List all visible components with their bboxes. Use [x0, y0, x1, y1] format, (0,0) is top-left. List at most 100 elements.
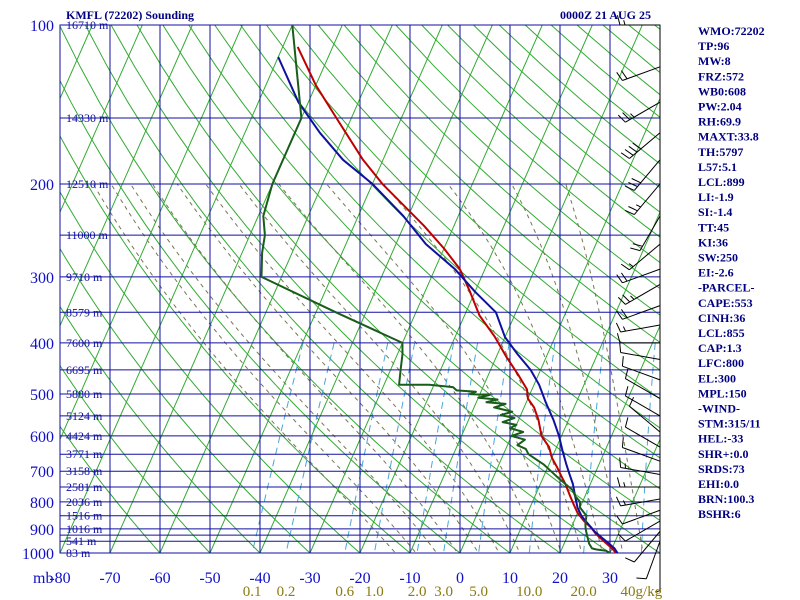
wind-barb-flag	[620, 263, 630, 271]
index-value: TP:96	[698, 39, 729, 53]
dry-adiabat	[60, 79, 461, 553]
wind-barb-flag	[616, 310, 623, 320]
height-label: 16710 m	[66, 18, 109, 32]
height-label: 6695 m	[66, 363, 103, 377]
height-label: 541 m	[66, 534, 97, 548]
height-label: 1516 m	[66, 509, 103, 523]
moist-adiabat	[92, 183, 397, 553]
index-value: EHI:0.0	[698, 477, 739, 491]
index-value: CINH:36	[698, 311, 745, 325]
wind-barb-half	[623, 20, 626, 26]
dry-adiabat	[343, 25, 660, 316]
wind-barb	[622, 66, 661, 81]
wind-barb	[629, 243, 661, 271]
moist-adiabat	[278, 183, 542, 553]
dry-adiabat	[214, 25, 660, 459]
dry-adiabat	[60, 364, 211, 553]
height-label: 14330 m	[66, 111, 109, 125]
parcel-trace	[277, 56, 619, 553]
wind-barb-half	[635, 204, 641, 208]
y-tick-label: 400	[30, 336, 54, 353]
dewpoint-trace	[260, 25, 611, 553]
wind-barb-half	[622, 326, 626, 332]
wind-barb-flag	[622, 294, 631, 303]
mixing-ratio-line	[251, 342, 304, 553]
adiabat-lines	[60, 25, 660, 553]
index-value: SRDS:73	[698, 462, 745, 476]
height-label: 3771 m	[66, 447, 103, 461]
index-value: STM:315/11	[698, 417, 761, 431]
y-tick-label: 100	[30, 18, 54, 35]
y-tick-label: 800	[30, 495, 54, 512]
mixing-ratio-line	[373, 342, 416, 553]
mixing-ratio-label: 2.0	[408, 584, 427, 600]
moist-adiabat	[238, 183, 521, 553]
sounding-traces	[260, 25, 619, 553]
wind-barb-flag	[616, 274, 623, 284]
dry-adiabat	[60, 135, 411, 553]
wind-barb-flag	[619, 342, 622, 353]
wind-barb	[622, 509, 661, 525]
x-tick-label: 30	[602, 570, 618, 587]
height-label: 5124 m	[66, 409, 103, 423]
wind-barb-flag	[630, 247, 641, 252]
wind-barb-flag	[624, 185, 635, 191]
wind-barb	[622, 305, 661, 320]
mixing-ratio-label: 20.0	[570, 584, 596, 600]
wind-barb-flag	[628, 206, 638, 212]
isotherm	[259, 25, 493, 553]
wind-barb-flag	[632, 243, 643, 247]
isotherm	[60, 25, 193, 327]
wind-barb	[633, 159, 661, 191]
mixing-ratio-line	[583, 342, 605, 553]
mixing-ratio-line	[344, 342, 389, 553]
x-tick-label: 10	[502, 570, 518, 587]
wind-barb-flag	[620, 272, 628, 282]
wind-barb	[639, 215, 661, 251]
wind-barb	[622, 447, 661, 462]
wind-barb-flag	[616, 72, 623, 81]
y-tick-label: 500	[30, 387, 54, 404]
wind-barb-flag	[620, 309, 628, 318]
x-tick-label: -20	[349, 570, 370, 587]
index-value: LCL:899	[698, 175, 745, 189]
height-label: 2581 m	[66, 480, 103, 494]
height-label: 5880 m	[66, 387, 103, 401]
wind-barb-flag	[615, 496, 622, 507]
height-label: 12510 m	[66, 177, 109, 191]
dry-adiabat	[84, 25, 561, 553]
wind-barb-flag	[616, 333, 621, 344]
mixing-ratio-line	[443, 342, 479, 553]
isotherm	[60, 25, 293, 553]
wind-barb	[633, 531, 661, 563]
height-label: 3158 m	[66, 464, 103, 478]
isotherm	[309, 25, 543, 553]
height-label: 2036 m	[66, 495, 103, 509]
wind-barb-flag	[617, 533, 626, 542]
dry-adiabat	[110, 25, 611, 553]
mixing-ratio-line	[285, 342, 335, 553]
height-label: 11000 m	[66, 228, 109, 242]
grid-lines	[59, 24, 661, 554]
dry-adiabat	[317, 25, 660, 343]
wind-barb-flag	[619, 457, 622, 468]
index-value: WMO:72202	[698, 24, 765, 38]
wind-barb-flag	[628, 145, 638, 153]
wind-barb-flag	[624, 386, 629, 397]
x-tick-label: -40	[249, 570, 270, 587]
wind-barb	[620, 352, 661, 360]
y-tick-label: 600	[30, 429, 54, 446]
wind-barb-flag	[617, 114, 626, 123]
index-value: EL:300	[698, 371, 736, 385]
dry-adiabat	[60, 425, 161, 553]
index-value: SI:-1.4	[698, 205, 732, 219]
index-value: MPL:150	[698, 386, 747, 400]
index-value: TH:5797	[698, 145, 743, 159]
isotherm	[159, 25, 393, 553]
isotherm	[60, 25, 243, 441]
x-tick-label: 20	[552, 570, 568, 587]
wind-barb-flag	[631, 178, 641, 184]
wind-barb-flag	[621, 356, 624, 367]
y-tick-label: 1000	[22, 546, 54, 563]
